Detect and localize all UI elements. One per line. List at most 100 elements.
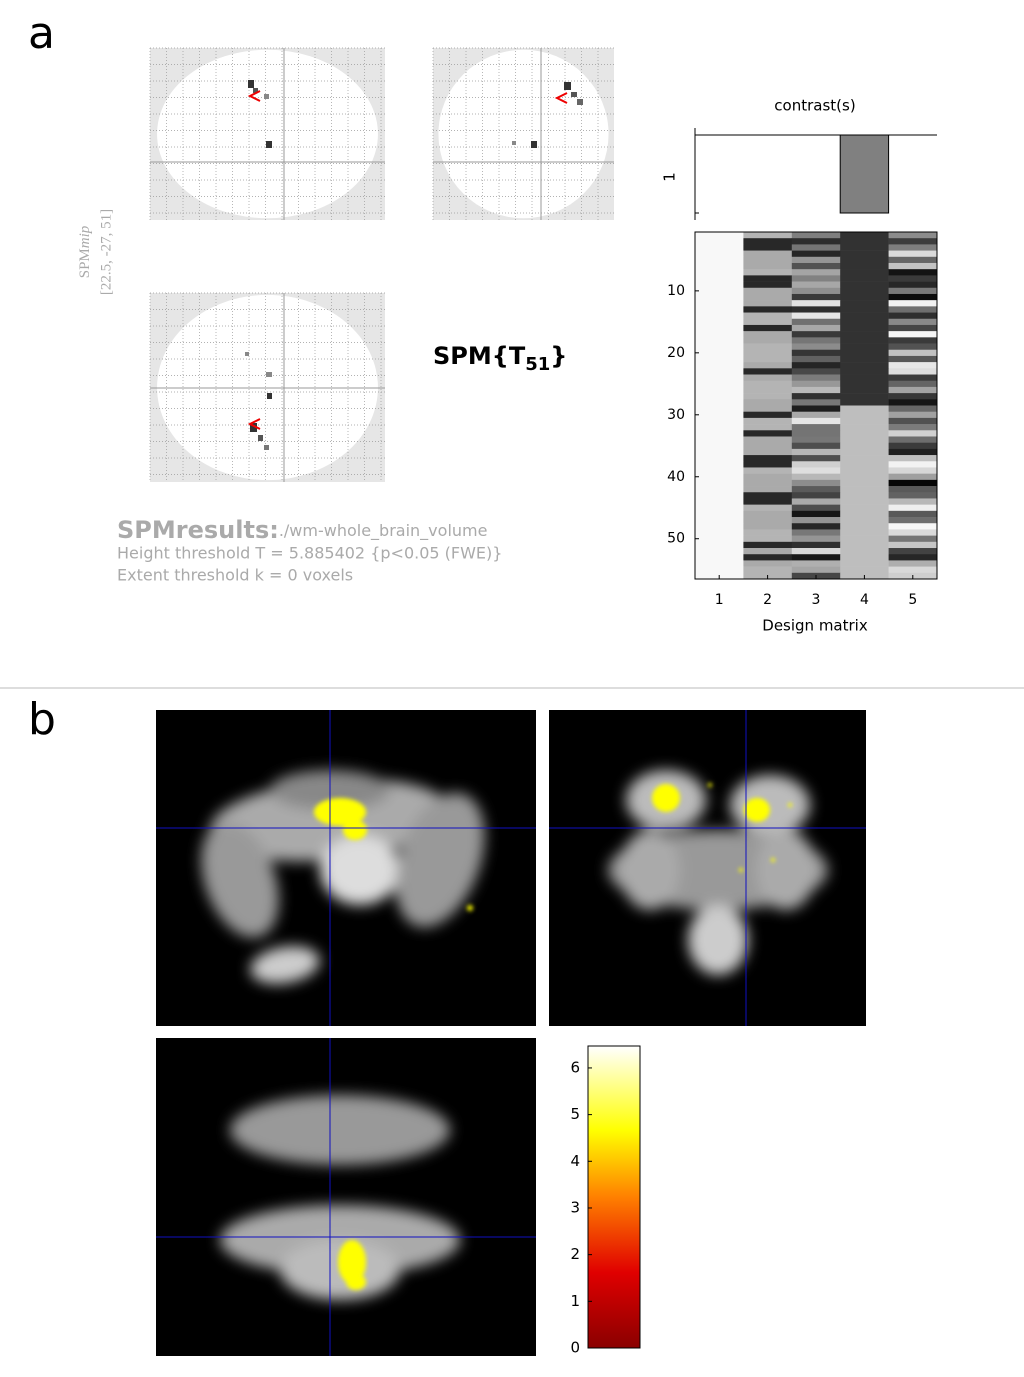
design-cell xyxy=(840,287,889,295)
design-cell xyxy=(743,250,793,258)
design-cell xyxy=(791,554,841,561)
design-cell xyxy=(695,424,744,431)
design-cell xyxy=(888,324,938,332)
design-cell xyxy=(743,510,793,518)
design-cell xyxy=(695,473,744,481)
mip-blob xyxy=(266,372,272,377)
design-cell xyxy=(743,287,793,295)
design-cell xyxy=(888,442,938,450)
design-cell xyxy=(888,535,938,543)
design-cell xyxy=(840,405,889,412)
design-cell xyxy=(888,281,938,289)
design-cell xyxy=(840,306,889,313)
panel-label: a xyxy=(28,8,55,59)
design-cell xyxy=(888,355,938,363)
brain-slice xyxy=(549,710,866,1026)
design-cell xyxy=(888,405,938,412)
design-cell xyxy=(743,417,793,425)
design-cell xyxy=(888,467,938,474)
design-cell xyxy=(791,232,841,239)
design-cell xyxy=(791,535,841,543)
design-cell xyxy=(791,300,841,307)
design-cell xyxy=(840,355,889,363)
design-cell xyxy=(888,529,938,536)
activation xyxy=(314,798,473,911)
design-cell xyxy=(743,399,793,406)
design-cell xyxy=(743,281,793,289)
design-cell xyxy=(695,256,744,264)
design-cell xyxy=(888,368,938,375)
design-cell xyxy=(840,293,889,301)
mip-label: SPMmip [22.5, -27, 51] xyxy=(77,209,114,295)
design-cell xyxy=(888,250,938,258)
design-cell xyxy=(743,312,793,320)
design-cell xyxy=(743,293,793,301)
activation-blob xyxy=(744,798,770,822)
design-cell xyxy=(743,566,793,574)
mip-prefix: SPM xyxy=(77,248,93,278)
design-cell xyxy=(743,331,793,338)
design-cell xyxy=(743,442,793,450)
design-cell xyxy=(743,337,793,344)
y-tick-label: 50 xyxy=(667,531,685,547)
design-cell xyxy=(840,510,889,518)
results-line: SPMresults:./wm-whole_brain_volume xyxy=(117,516,487,544)
design-cell xyxy=(743,232,793,239)
design-cell xyxy=(695,461,744,468)
design-cell xyxy=(888,331,938,338)
white-matter-shape xyxy=(320,835,400,905)
design-cell xyxy=(791,473,841,481)
x-tick-label: 5 xyxy=(908,592,917,608)
mip-cursor xyxy=(247,418,261,430)
design-cell xyxy=(888,393,938,400)
design-cell xyxy=(743,306,793,313)
design-cell xyxy=(888,424,938,431)
activation-blob xyxy=(788,803,792,807)
colorbar xyxy=(587,1045,641,1349)
design-cell xyxy=(840,455,889,462)
design-cell xyxy=(743,424,793,431)
design-cell xyxy=(743,300,793,307)
design-cell xyxy=(791,417,841,425)
design-cell xyxy=(840,374,889,382)
design-cell xyxy=(791,411,841,419)
design-cell xyxy=(888,293,938,301)
design-cell xyxy=(840,566,889,574)
design-cell xyxy=(695,411,744,419)
design-cell xyxy=(888,510,938,518)
design-cell xyxy=(840,281,889,289)
mip-blob xyxy=(253,88,258,93)
design-cell xyxy=(791,479,841,487)
design-cell xyxy=(695,554,744,561)
design-cell xyxy=(791,343,841,351)
design-cell xyxy=(888,479,938,487)
design-cell xyxy=(840,393,889,400)
activation-blob xyxy=(346,1274,366,1290)
design-cell xyxy=(695,467,744,474)
design-cell xyxy=(791,362,841,369)
design-cell xyxy=(791,548,841,555)
design-cell xyxy=(743,380,793,388)
design-cell xyxy=(695,442,744,450)
design-cell xyxy=(791,448,841,456)
activation-blob xyxy=(652,784,680,812)
design-cell xyxy=(791,523,841,530)
design-cell xyxy=(695,331,744,338)
design-cell xyxy=(888,337,938,344)
x-tick-label: 2 xyxy=(763,592,772,608)
design-cell xyxy=(888,461,938,468)
design-cell xyxy=(695,504,744,512)
design-cell xyxy=(888,343,938,351)
slice-background xyxy=(156,1038,536,1356)
design-cell xyxy=(743,448,793,456)
design-cell xyxy=(791,238,841,245)
design-cell xyxy=(791,250,841,258)
design-cell xyxy=(743,560,793,567)
design-cell xyxy=(791,541,841,549)
design-cell xyxy=(888,275,938,282)
design-cell xyxy=(840,417,889,425)
design-cell xyxy=(888,269,938,276)
design-cell xyxy=(840,362,889,369)
design-cell xyxy=(743,523,793,530)
design-cell xyxy=(791,393,841,400)
